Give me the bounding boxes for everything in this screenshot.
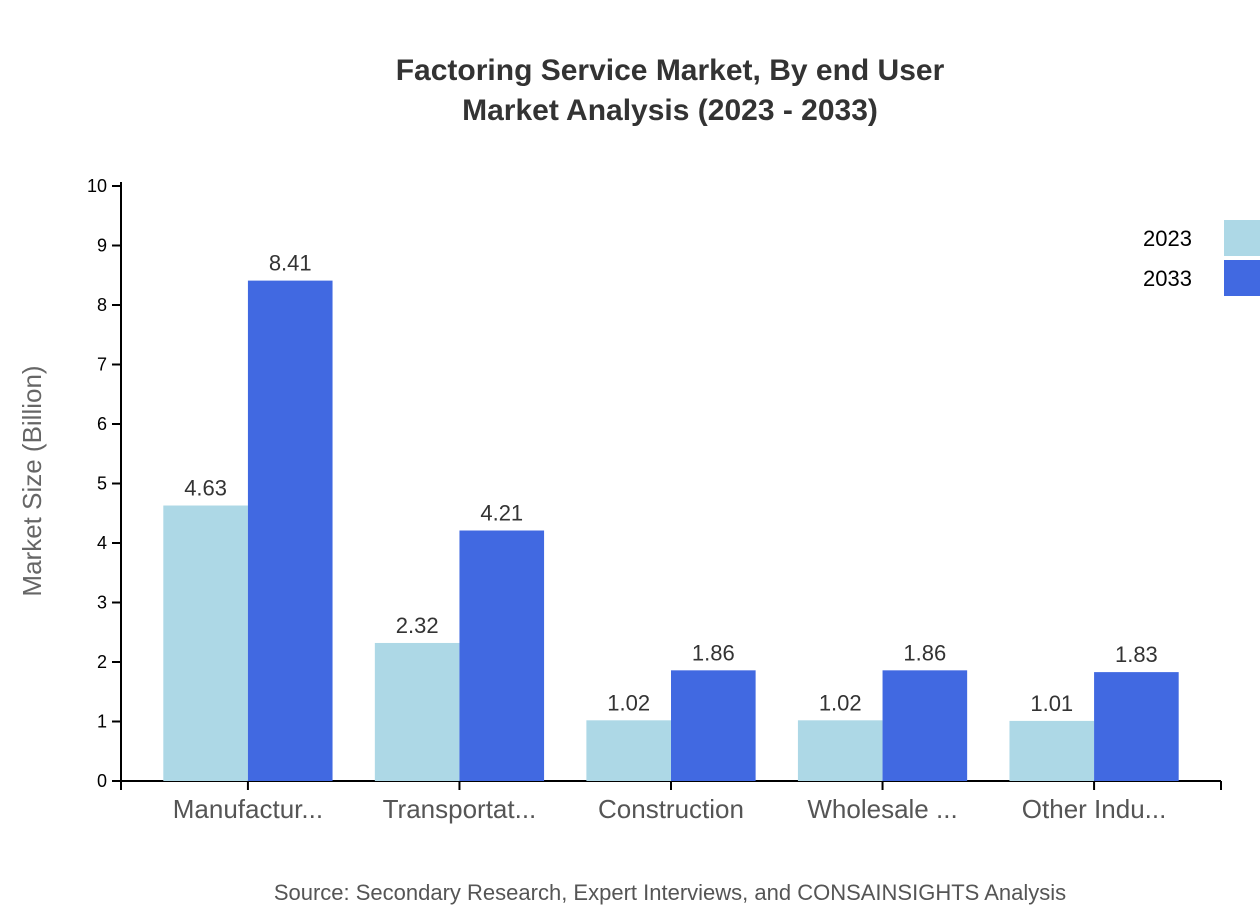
bar-2033 bbox=[882, 670, 968, 781]
y-tick-label: 7 bbox=[97, 355, 107, 375]
y-axis-label: Market Size (Billion) bbox=[17, 365, 47, 596]
data-label: 1.01 bbox=[1030, 691, 1073, 716]
x-tick-label: Manufactur... bbox=[173, 794, 323, 824]
y-tick-label: 1 bbox=[97, 712, 107, 732]
y-tick-label: 4 bbox=[97, 533, 107, 553]
x-tick-label: Construction bbox=[598, 794, 744, 824]
source-note: Source: Secondary Research, Expert Inter… bbox=[274, 880, 1066, 905]
chart-title-line-1: Factoring Service Market, By end User bbox=[396, 54, 945, 87]
bar-2033 bbox=[1094, 672, 1179, 781]
bar-2023 bbox=[374, 642, 460, 781]
legend-swatch-2033 bbox=[1224, 260, 1260, 296]
x-tick-label: Transportat... bbox=[383, 794, 537, 824]
data-label: 4.21 bbox=[480, 501, 523, 526]
data-label: 1.86 bbox=[692, 640, 735, 665]
y-tick-label: 6 bbox=[97, 414, 107, 434]
bar-2033 bbox=[459, 530, 545, 781]
bar-2023 bbox=[797, 720, 883, 781]
x-tick-label: Other Indu... bbox=[1022, 794, 1167, 824]
y-tick-label: 9 bbox=[97, 236, 107, 256]
data-label: 1.02 bbox=[819, 690, 862, 715]
data-label: 1.83 bbox=[1115, 642, 1158, 667]
y-tick-label: 10 bbox=[87, 176, 107, 196]
y-tick-label: 0 bbox=[97, 771, 107, 791]
data-label: 2.32 bbox=[396, 613, 439, 638]
legend-label: 2023 bbox=[1143, 226, 1192, 251]
y-tick-label: 3 bbox=[97, 593, 107, 613]
data-label: 1.02 bbox=[607, 690, 650, 715]
bar-2023 bbox=[1009, 720, 1095, 781]
y-tick-label: 8 bbox=[97, 295, 107, 315]
x-tick-label: Wholesale ... bbox=[807, 794, 957, 824]
y-tick-label: 5 bbox=[97, 474, 107, 494]
legend-swatch-2023 bbox=[1224, 220, 1260, 256]
data-label: 8.41 bbox=[269, 251, 312, 276]
data-label: 4.63 bbox=[184, 476, 227, 501]
data-label: 1.86 bbox=[903, 640, 946, 665]
bar-2033 bbox=[671, 670, 756, 781]
legend-label: 2033 bbox=[1143, 266, 1192, 291]
bar-2023 bbox=[586, 720, 671, 781]
y-tick-label: 2 bbox=[97, 652, 107, 672]
chart-title-line-2: Market Analysis (2023 - 2033) bbox=[462, 94, 878, 127]
bar-2023 bbox=[163, 505, 248, 781]
bar-2033 bbox=[247, 280, 333, 781]
